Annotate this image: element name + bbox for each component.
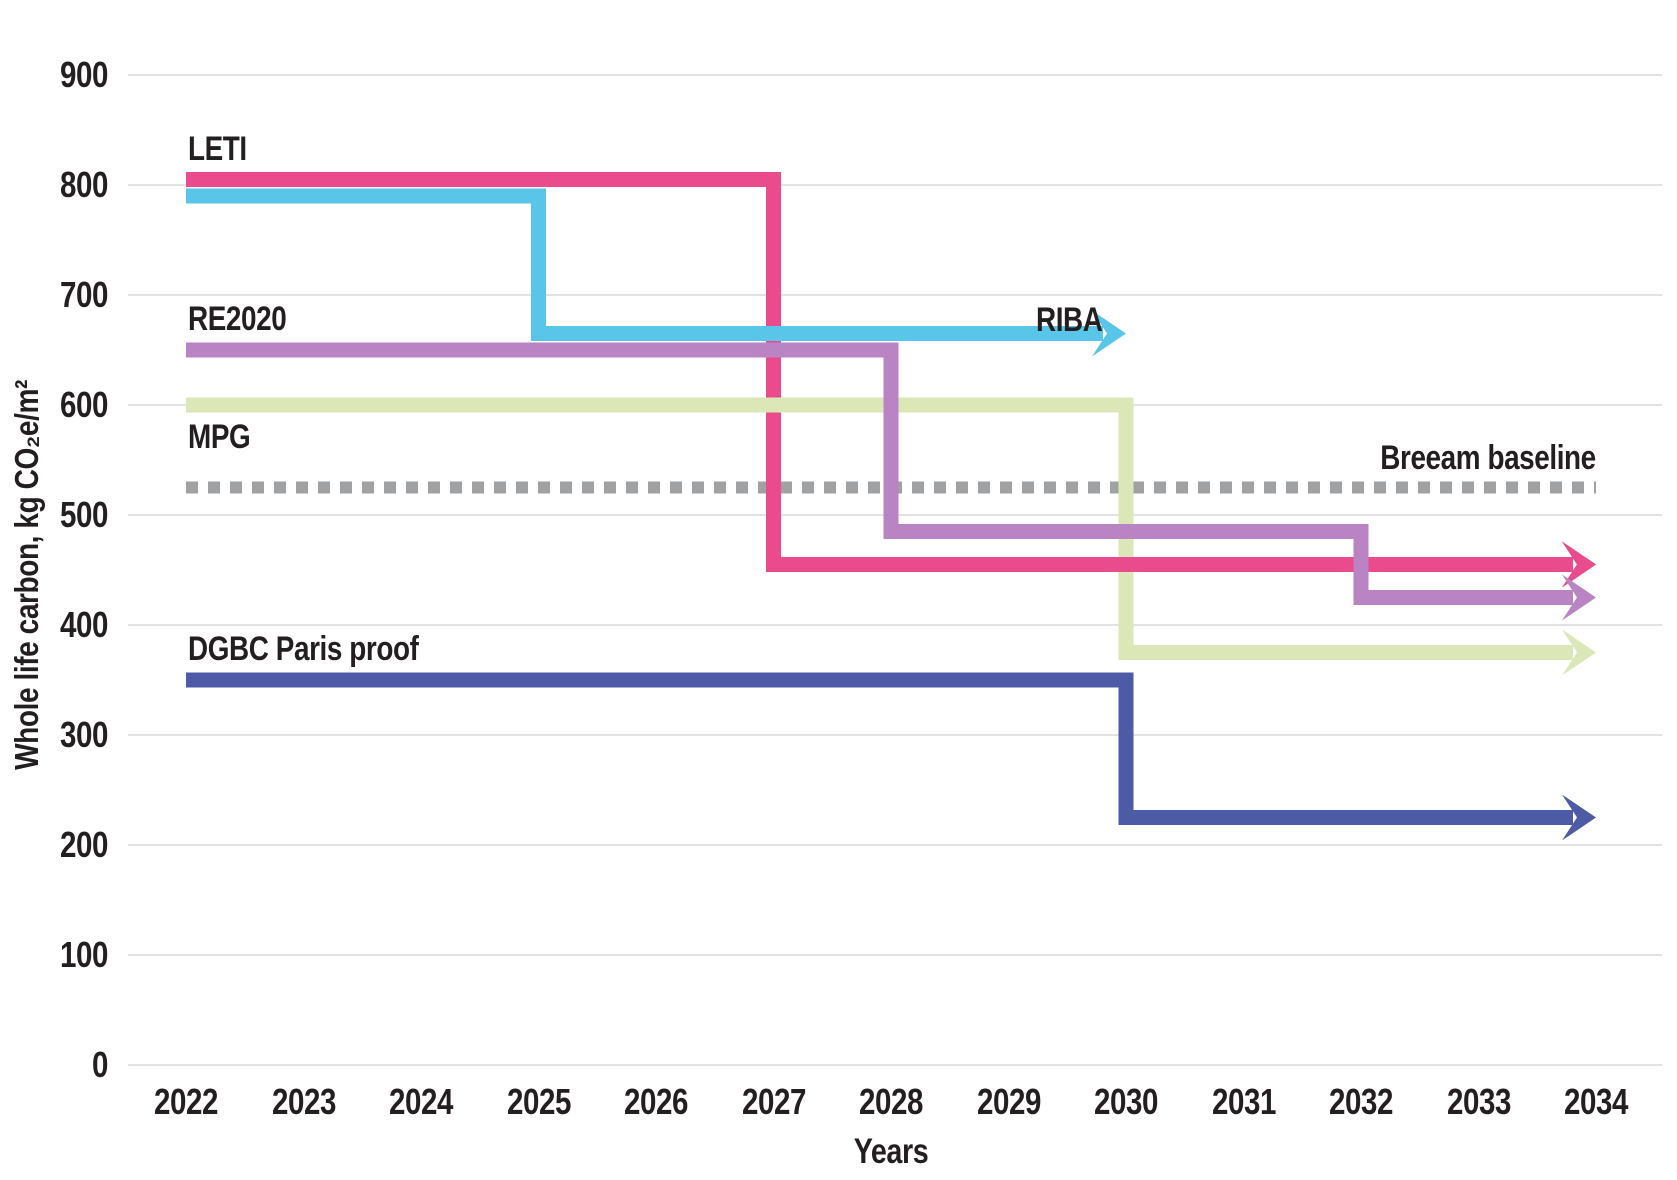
x-tick-label-2023: 2023 [271,1081,336,1122]
x-tick-label-2029: 2029 [976,1081,1041,1122]
y-tick-label-900: 900 [59,54,108,95]
series-label-mpg: MPG [188,418,251,456]
y-tick-label-600: 600 [59,384,108,425]
y-tick-label-100: 100 [59,934,108,975]
x-tick-label-2030: 2030 [1093,1081,1159,1122]
x-tick-label-2027: 2027 [741,1081,806,1122]
y-axis-title: Whole life carbon, kg CO₂e/m² [8,380,45,770]
y-tick-label-200: 200 [59,824,108,865]
series-line-riba [186,188,1103,341]
series-line-leti [186,172,1573,572]
x-axis-title: Years [853,1132,929,1171]
y-tick-label-400: 400 [59,604,108,645]
series-line-dgbc-paris-proof [186,672,1573,825]
y-tick-label-500: 500 [59,494,108,535]
x-tick-label-2033: 2033 [1446,1081,1511,1122]
series-line-leti-tail-arrowhead [1562,541,1596,588]
series-line-re2020 [186,342,1573,605]
series-line-dgbc-paris-proof-arrowhead [1562,794,1596,841]
x-tick-label-2025: 2025 [506,1081,571,1122]
y-tick-label-700: 700 [59,274,108,315]
series-label-leti: LETI [188,130,247,168]
x-tick-label-2031: 2031 [1211,1081,1276,1122]
y-tick-label-800: 800 [59,164,108,205]
series-line-mpg-arrowhead [1562,629,1596,676]
x-tick-label-2022: 2022 [153,1081,219,1122]
series-line-riba-arrowhead [1092,310,1126,357]
x-tick-label-2032: 2032 [1328,1081,1394,1122]
series-label-breeam-baseline: Breeam baseline [1380,439,1597,477]
y-tick-label-300: 300 [59,714,108,755]
series-label-riba: RIBA [1036,301,1103,339]
x-tick-label-2034: 2034 [1563,1081,1629,1122]
x-tick-label-2028: 2028 [858,1081,924,1122]
x-tick-label-2024: 2024 [388,1081,454,1122]
series-label-dgbc-paris-proof: DGBC Paris proof [188,630,419,668]
series-label-re2020: RE2020 [188,300,287,338]
y-tick-label-0: 0 [91,1044,108,1085]
x-tick-label-2026: 2026 [623,1081,689,1122]
series-line-re2020-arrowhead [1562,574,1596,621]
